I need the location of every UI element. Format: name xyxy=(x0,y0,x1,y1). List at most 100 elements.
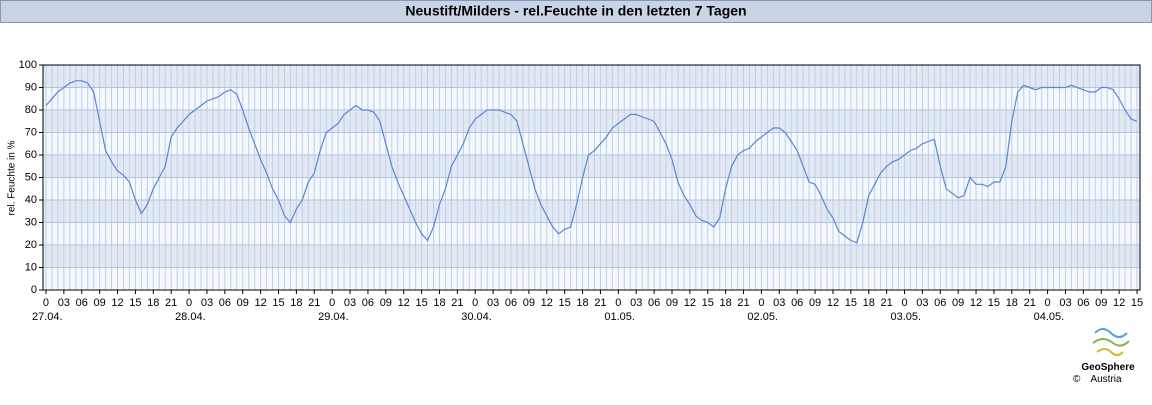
x-tick-label: 0 xyxy=(615,297,621,309)
logo-sub: Austria xyxy=(1090,374,1122,385)
x-tick-label: 18 xyxy=(863,297,875,309)
y-tick-label: 40 xyxy=(25,194,37,206)
day-label: 02.05. xyxy=(747,311,778,323)
logo-stroke xyxy=(1094,328,1128,338)
x-tick-label: 15 xyxy=(702,297,714,309)
x-tick-label: 15 xyxy=(1131,297,1143,309)
y-tick-label: 50 xyxy=(25,171,37,183)
x-tick-label: 06 xyxy=(934,297,946,309)
day-label: 01.05. xyxy=(604,311,635,323)
x-tick-label: 03 xyxy=(344,297,356,309)
x-tick-label: 03 xyxy=(1059,297,1071,309)
x-tick-label: 06 xyxy=(648,297,660,309)
x-tick-label: 0 xyxy=(472,297,478,309)
x-tick-label: 15 xyxy=(845,297,857,309)
y-tick-label: 10 xyxy=(25,261,37,273)
line xyxy=(45,80,1138,244)
band xyxy=(43,222,1140,245)
x-tick-label: 12 xyxy=(1113,297,1125,309)
x-tick-label: 12 xyxy=(970,297,982,309)
bands xyxy=(43,65,1140,290)
day-label: 28.04. xyxy=(175,311,206,323)
x-tick-label: 03 xyxy=(201,297,213,309)
y-tick-label: 100 xyxy=(19,59,37,71)
x-tick-label: 09 xyxy=(94,297,106,309)
day-label: 04.05. xyxy=(1034,311,1065,323)
x-tick-label: 18 xyxy=(1006,297,1018,309)
x-tick-label: 06 xyxy=(76,297,88,309)
x-tick-label: 21 xyxy=(594,297,606,309)
x-tick-label: 06 xyxy=(1077,297,1089,309)
x-tick-label: 03 xyxy=(916,297,928,309)
logo-icon xyxy=(1092,328,1130,356)
x-tick-label: 12 xyxy=(398,297,410,309)
band xyxy=(43,177,1140,200)
x-tick-label: 21 xyxy=(880,297,892,309)
band xyxy=(43,87,1140,110)
chart-title: Neustift/Milders - rel.Feuchte in den le… xyxy=(405,3,746,19)
x-tick-label: 15 xyxy=(415,297,427,309)
x-tick-label: 12 xyxy=(684,297,696,309)
x-tick-label: 0 xyxy=(758,297,764,309)
x-tick-label: 06 xyxy=(505,297,517,309)
band xyxy=(43,65,1140,88)
x-tick-label: 0 xyxy=(329,297,335,309)
x-tick-label: 21 xyxy=(737,297,749,309)
x-tick-label: 21 xyxy=(451,297,463,309)
x-tick-label: 03 xyxy=(773,297,785,309)
x-tick-label: 06 xyxy=(219,297,231,309)
x-tick-label: 18 xyxy=(720,297,732,309)
y-tick-label: 20 xyxy=(25,239,37,251)
x-tick-label: 15 xyxy=(988,297,1000,309)
x-tick-label: 09 xyxy=(666,297,678,309)
x-tick-label: 12 xyxy=(827,297,839,309)
x-tick-label: 18 xyxy=(290,297,302,309)
x-tick-label: 09 xyxy=(952,297,964,309)
copyright: © xyxy=(1073,374,1081,385)
x-tick-label: 21 xyxy=(165,297,177,309)
x-tick-label: 12 xyxy=(541,297,553,309)
y-tick-label: 70 xyxy=(25,126,37,138)
x-tick-label: 15 xyxy=(129,297,141,309)
plot-frame xyxy=(42,64,1141,291)
x-tick-label: 18 xyxy=(576,297,588,309)
logo-stroke xyxy=(1096,348,1124,356)
band xyxy=(43,132,1140,155)
x-tick-label: 21 xyxy=(308,297,320,309)
band xyxy=(43,200,1140,223)
day-label: 29.04. xyxy=(318,311,349,323)
x-tick-label: 15 xyxy=(559,297,571,309)
x-tick-label: 09 xyxy=(1095,297,1107,309)
x-tick-label: 03 xyxy=(487,297,499,309)
x-tick-label: 18 xyxy=(147,297,159,309)
x-tick-label: 18 xyxy=(433,297,445,309)
band xyxy=(43,267,1140,290)
day-label: 03.05. xyxy=(891,311,922,323)
x-tick-label: 06 xyxy=(362,297,374,309)
day-label: 30.04. xyxy=(461,311,492,323)
x-tick-label: 06 xyxy=(791,297,803,309)
y-tick-label: 80 xyxy=(25,104,37,116)
logo-name: GeoSphere xyxy=(1081,362,1135,373)
day-label: 27.04. xyxy=(32,311,63,323)
x-tick-label: 09 xyxy=(809,297,821,309)
x-tick-label: 09 xyxy=(237,297,249,309)
y-tick-label: 90 xyxy=(25,81,37,93)
x-tick-label: 0 xyxy=(901,297,907,309)
y-tick-label: 0 xyxy=(31,284,37,296)
x-tick-label: 03 xyxy=(58,297,70,309)
x-tick-label: 15 xyxy=(272,297,284,309)
x-tick-label: 09 xyxy=(380,297,392,309)
x-tick-label: 0 xyxy=(1045,297,1051,309)
x-tick-label: 12 xyxy=(254,297,266,309)
y-axis-label: rel. Feuchte in % xyxy=(7,140,18,215)
x-tick-label: 0 xyxy=(186,297,192,309)
band xyxy=(43,110,1140,133)
x-tick-label: 21 xyxy=(1024,297,1036,309)
x-tick-label: 12 xyxy=(111,297,123,309)
logo-stroke xyxy=(1092,338,1130,347)
y-tick-label: 30 xyxy=(25,216,37,228)
band xyxy=(43,155,1140,178)
